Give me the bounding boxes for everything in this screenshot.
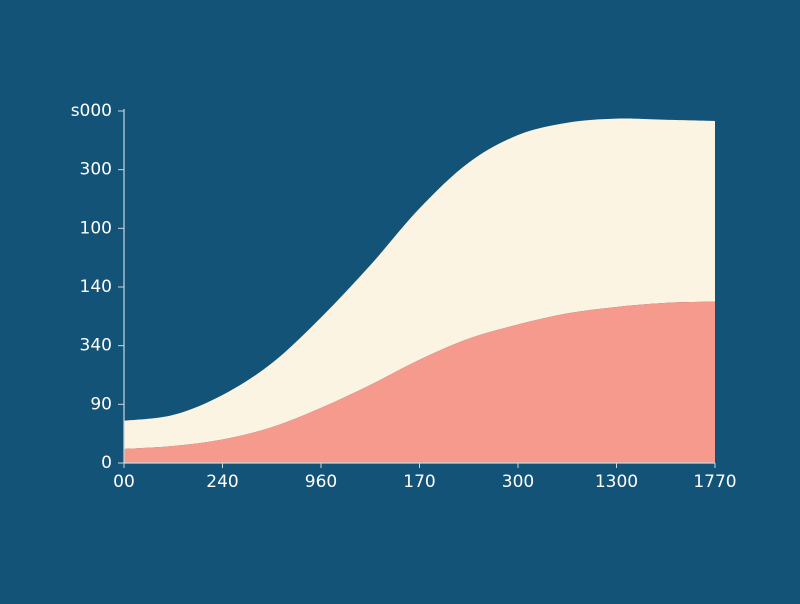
x-tick-label: 1770 (693, 472, 736, 492)
y-tick-label: s000 (71, 101, 112, 121)
x-tick-label: 960 (305, 472, 337, 492)
x-tick-label: 170 (403, 472, 435, 492)
y-tick-label: 140 (80, 277, 112, 297)
y-tick-label: 0 (101, 453, 112, 473)
x-tick-label: 300 (502, 472, 534, 492)
y-tick-label: 340 (80, 336, 112, 356)
y-tick-label: 100 (80, 218, 112, 238)
chart-tick-labels: 0 90 340 140 100 300 s000 00 240 960 170 300 1300 177… (71, 101, 737, 492)
y-tick-label: 300 (80, 160, 112, 180)
y-tick-label: 90 (90, 394, 112, 414)
chart-axes (118, 109, 716, 468)
area-series-2 (124, 118, 715, 449)
x-tick-label: 00 (113, 472, 135, 492)
area-series-1 (124, 301, 715, 463)
chart-areas (124, 118, 715, 463)
x-tick-label: 1300 (595, 472, 638, 492)
x-tick-label: 240 (206, 472, 238, 492)
